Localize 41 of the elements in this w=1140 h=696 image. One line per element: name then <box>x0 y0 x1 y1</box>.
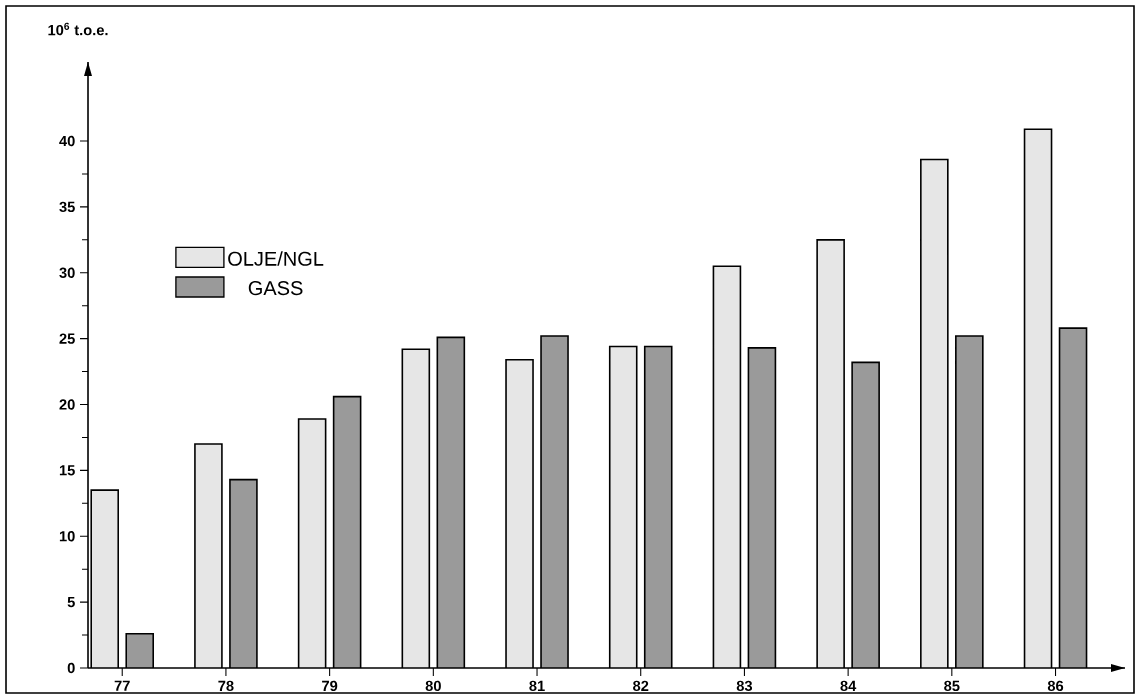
bar <box>1023 128 1053 669</box>
bar <box>817 240 845 669</box>
x-tick-label: 82 <box>633 680 649 692</box>
bar <box>402 349 430 669</box>
x-tick-label: 81 <box>529 680 545 692</box>
legend-label: OLJE/NGL <box>228 251 324 267</box>
bar <box>229 479 257 669</box>
x-tick-label: 78 <box>218 680 234 692</box>
y-tick-label: 5 <box>67 597 75 608</box>
bar <box>506 359 534 669</box>
bar <box>1058 327 1088 669</box>
bar <box>541 336 569 669</box>
x-tick-label: 79 <box>322 680 338 692</box>
bar <box>437 337 465 669</box>
y-axis-title: 10$^{6}$ t.o.e. <box>48 22 108 36</box>
y-tick-label: 0 <box>67 663 75 674</box>
legend-label: GASS <box>248 281 303 296</box>
x-tick-label: 85 <box>944 680 960 692</box>
y-tick-label: 35 <box>59 201 75 213</box>
bar <box>748 348 776 669</box>
y-tick-label: 15 <box>59 465 75 476</box>
x-tick-label: 86 <box>1047 680 1064 692</box>
bar <box>920 159 948 669</box>
bar <box>609 346 637 669</box>
bar <box>713 266 741 669</box>
bar <box>298 419 326 669</box>
y-tick-label: 40 <box>59 136 75 147</box>
bar <box>333 396 361 669</box>
x-tick-label: 83 <box>736 680 753 692</box>
bar <box>194 444 222 669</box>
y-tick-label: 10 <box>59 531 75 542</box>
x-tick-label: 77 <box>114 680 130 692</box>
x-tick-label: 80 <box>425 680 441 692</box>
bar <box>644 346 672 669</box>
y-tick-label: 25 <box>59 333 75 345</box>
x-tick-label: 84 <box>840 680 857 692</box>
y-tick-label: 30 <box>59 267 75 279</box>
bar <box>955 336 983 669</box>
bar <box>852 362 880 669</box>
y-tick-label: 20 <box>59 399 75 410</box>
bar <box>91 490 119 669</box>
